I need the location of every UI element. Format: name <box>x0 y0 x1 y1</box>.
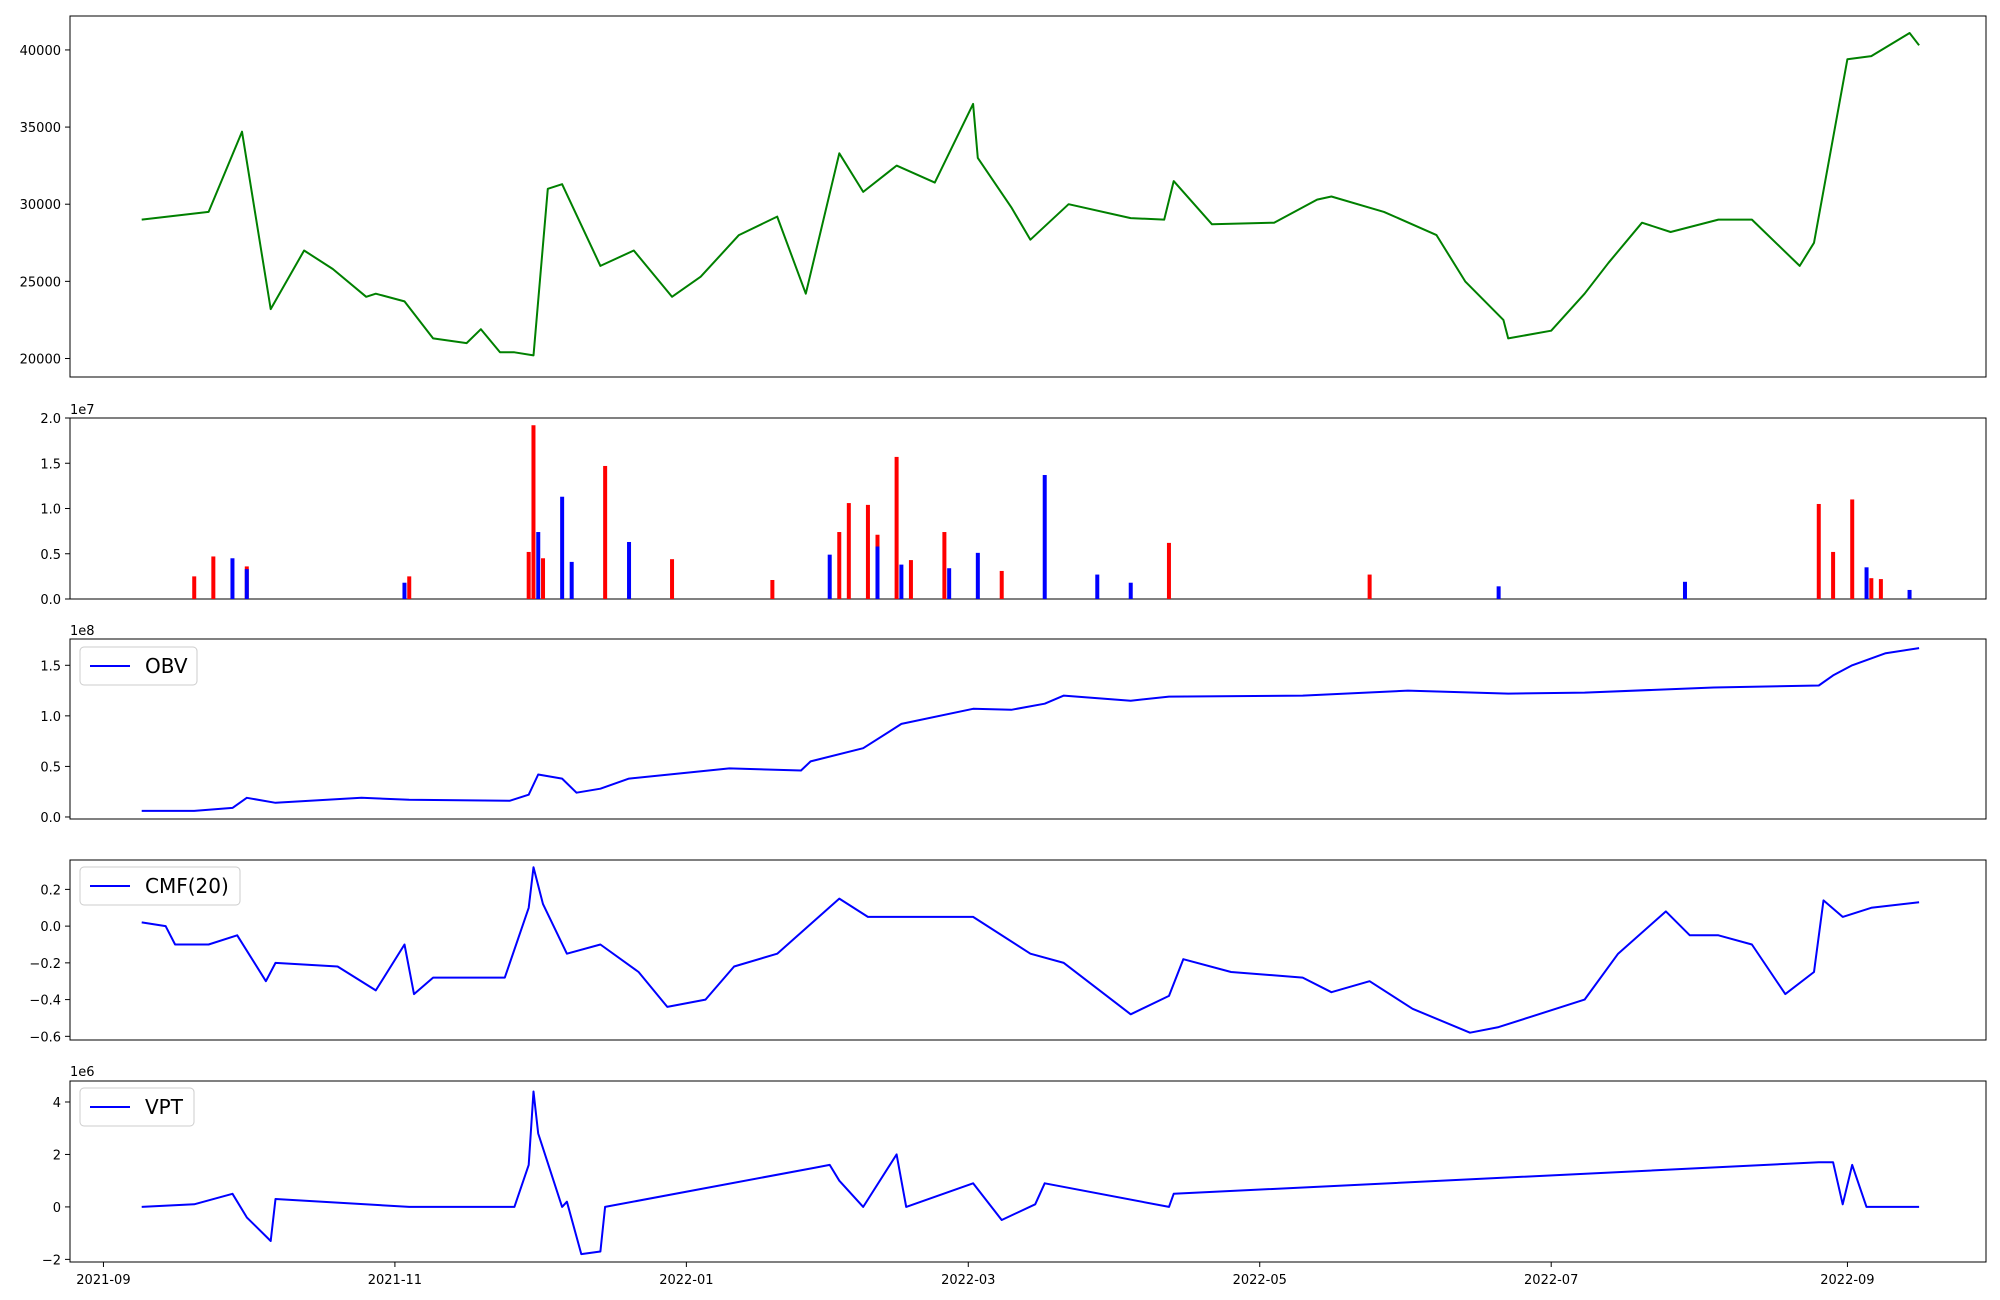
volume-bar <box>894 456 899 599</box>
vpt-legend-label: VPT <box>145 1095 184 1119</box>
obv-legend-label: OBV <box>145 654 188 678</box>
volume-bar <box>999 570 1004 599</box>
volume-bar <box>942 532 947 599</box>
cmf-axes-frame <box>69 859 1987 1041</box>
obv-legend-box <box>79 646 198 686</box>
volume-bar <box>1367 574 1372 599</box>
y-tick-label: 0.5 <box>40 548 61 563</box>
volume-bar <box>1816 503 1821 599</box>
volume-bar <box>908 560 913 599</box>
series-line <box>141 647 1920 812</box>
volume-bar <box>536 532 541 599</box>
volume-bar <box>541 558 546 599</box>
volume-bar <box>947 568 952 599</box>
volume-bar <box>899 564 904 599</box>
vpt-axes-frame <box>69 1080 1987 1263</box>
price-panel <box>69 15 1987 378</box>
y-tick-label: 1.0 <box>40 503 61 518</box>
volume-bar <box>1166 542 1171 599</box>
volume-bar <box>1128 582 1133 599</box>
y-tick-label: −0.4 <box>29 994 61 1009</box>
obv-axes-frame <box>69 638 1987 820</box>
y-tick-label: 0.5 <box>40 760 61 775</box>
y-tick-label: 2 <box>53 1148 61 1163</box>
volume-bar <box>1682 581 1687 599</box>
volume-bar <box>770 579 775 599</box>
volume-bar <box>230 558 235 599</box>
vpt-panel: 1e6 VPT <box>69 1065 1987 1263</box>
volume-bar <box>1850 499 1855 599</box>
volume-bar <box>1831 551 1836 599</box>
y-tick-label: 0 <box>53 1201 61 1216</box>
volume-bar <box>1869 578 1874 599</box>
obv-scale-label: 1e8 <box>70 624 95 639</box>
volume-bar <box>827 554 832 599</box>
x-tick-label: 2021-11 <box>368 1273 422 1288</box>
x-tick-label: 2022-05 <box>1233 1273 1287 1288</box>
price-axes-frame <box>69 15 1987 378</box>
obv-panel: 1e8 OBV <box>69 624 1987 820</box>
y-tick-label: 1.5 <box>40 457 61 472</box>
y-tick-label: 40000 <box>20 44 61 59</box>
volume-axes-frame <box>69 417 1987 600</box>
series-line <box>141 32 1920 357</box>
series-line <box>141 866 1920 1034</box>
y-tick-label: 0.0 <box>40 811 61 826</box>
y-tick-label: 1.5 <box>40 659 61 674</box>
y-tick-label: 0.0 <box>40 593 61 608</box>
x-tick-label: 2022-03 <box>941 1273 995 1288</box>
cmf-legend-box <box>79 866 241 906</box>
volume-bar <box>1864 567 1869 599</box>
volume-bar <box>670 559 675 599</box>
volume-bar <box>192 576 197 599</box>
y-tick-label: −0.6 <box>29 1030 61 1045</box>
y-tick-label: 30000 <box>20 198 61 213</box>
volume-bar <box>407 576 412 599</box>
y-tick-label: 4 <box>53 1096 61 1111</box>
y-tick-label: 1.0 <box>40 710 61 725</box>
y-tick-label: 25000 <box>20 275 61 290</box>
volume-bar <box>846 503 851 599</box>
volume-bar <box>569 561 574 599</box>
volume-scale-label: 1e7 <box>70 403 95 418</box>
x-tick-label: 2022-01 <box>659 1273 713 1288</box>
series-line <box>141 1090 1920 1256</box>
volume-bar <box>975 552 980 599</box>
volume-bar <box>1042 475 1047 599</box>
vpt-legend-box <box>79 1087 195 1127</box>
volume-bar <box>603 465 608 599</box>
y-tick-label: 2.0 <box>40 412 61 427</box>
volume-bar <box>837 532 842 599</box>
y-tick-label: 0.2 <box>40 883 61 898</box>
volume-bar <box>875 546 880 599</box>
volume-bar <box>865 504 870 599</box>
volume-bar <box>526 551 531 599</box>
cmf-legend-label: CMF(20) <box>145 874 229 898</box>
cmf-panel: CMF(20) <box>69 859 1987 1041</box>
y-tick-label: 0.0 <box>40 920 61 935</box>
vpt-scale-label: 1e6 <box>70 1065 95 1080</box>
volume-bar <box>1496 586 1501 599</box>
volume-bar <box>244 569 249 599</box>
x-tick-label: 2021-09 <box>76 1273 130 1288</box>
y-tick-label: −2 <box>42 1253 61 1268</box>
volume-bar <box>560 496 565 599</box>
volume-bar <box>1095 574 1100 599</box>
volume-bar <box>1907 589 1912 599</box>
x-tick-label: 2022-07 <box>1524 1273 1578 1288</box>
volume-bar <box>1878 579 1883 599</box>
volume-panel: 1e7 <box>69 403 1987 600</box>
volume-bar <box>627 541 632 599</box>
y-tick-label: 35000 <box>20 121 61 136</box>
x-tick-label: 2022-09 <box>1820 1273 1874 1288</box>
volume-bar <box>402 582 407 599</box>
volume-bar <box>211 556 216 599</box>
volume-bar <box>531 425 536 599</box>
y-tick-label: −0.2 <box>29 957 61 972</box>
y-tick-label: 20000 <box>20 352 61 367</box>
